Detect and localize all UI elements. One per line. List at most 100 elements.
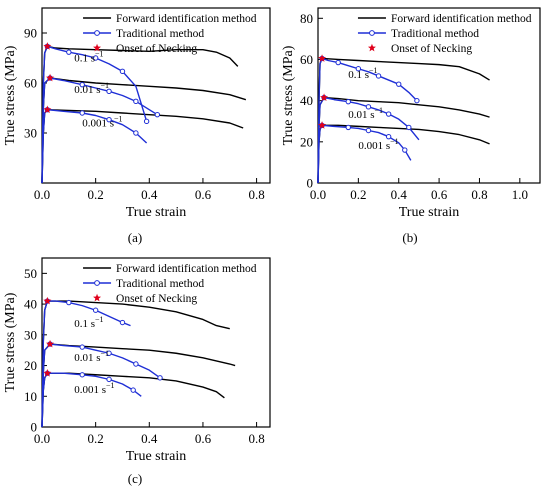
x-tick-label: 0.4 (141, 187, 158, 202)
data-point (133, 361, 139, 367)
y-tick-label: 30 (24, 126, 37, 141)
legend-label: Onset of Necking (116, 43, 197, 55)
strain-rate-base: 0.1 s (74, 52, 95, 64)
series-line (317, 124, 412, 184)
strain-rate-label: 0.1 s−1 (348, 66, 377, 81)
strain-rate-exponent: −1 (390, 137, 399, 146)
x-tick-label: 0.2 (88, 431, 104, 446)
x-tick-label: 0.0 (34, 431, 50, 446)
legend-circle-icon (94, 280, 100, 286)
traditional-series-4 (41, 75, 161, 184)
y-tick-label: 0 (31, 420, 38, 435)
strain-rate-label: 0.1 s−1 (74, 315, 103, 330)
legend-entry: Traditional method (83, 28, 204, 40)
data-point (119, 68, 126, 75)
x-axis-label: True strain (126, 449, 187, 464)
legend: Forward identification method Traditional… (83, 263, 257, 305)
strain-rate-base: 0.01 s (74, 352, 100, 364)
y-axis-label: True stress (MPa) (3, 45, 18, 145)
series-line (317, 96, 490, 184)
strain-rate-base: 0.001 s (82, 117, 114, 129)
x-tick-label: 0.4 (391, 187, 408, 202)
strain-rate-exponent: −1 (114, 114, 123, 123)
legend-label: Onset of Necking (391, 43, 472, 55)
legend-circle-icon (369, 30, 375, 36)
series-line (317, 124, 490, 184)
necking-star (43, 105, 52, 114)
y-tick-label: 80 (300, 11, 313, 26)
legend: Forward identification method Traditional… (83, 13, 257, 55)
strain-rate-label: 0.001 s−1 (358, 137, 398, 152)
x-tick-label: 0.8 (248, 187, 264, 202)
data-point (406, 124, 412, 131)
necking-star (46, 339, 55, 348)
strain-rate-exponent: −1 (95, 49, 104, 58)
data-point (79, 81, 85, 88)
strain-rate-base: 0.01 s (74, 84, 100, 96)
y-axis-label: True stress (MPa) (3, 292, 18, 392)
x-tick-label: 0.4 (141, 431, 158, 446)
x-tick-label: 0.2 (350, 187, 366, 202)
plot-frame (317, 7, 541, 184)
legend-star-icon (93, 293, 102, 302)
x-tick-label: 1.0 (512, 187, 528, 202)
strain-rate-exponent: −1 (369, 66, 378, 75)
strain-rate-exponent: −1 (375, 106, 384, 115)
chart-b: 0.0 0.2 0.4 0.6 0.8 1.0 0 20 40 60 80 True strain Tr… (281, 7, 541, 245)
data-point (106, 116, 112, 123)
y-tick-label: 40 (300, 93, 313, 108)
plot-frame (41, 7, 271, 184)
data-point (119, 319, 126, 326)
strain-rate-label: 0.01 s−1 (348, 106, 383, 121)
series-line (41, 343, 236, 428)
series-line (41, 45, 148, 184)
series-line (317, 96, 420, 184)
data-point (130, 387, 136, 393)
legend-label: Forward identification method (116, 263, 257, 275)
forward-series-2 (41, 372, 225, 428)
data-point (79, 110, 85, 116)
data-point (66, 299, 72, 306)
necking-star (43, 369, 52, 377)
series-line (41, 372, 225, 428)
strain-rate-base: 0.001 s (358, 140, 390, 152)
data-point (92, 307, 99, 313)
necking-star (46, 73, 55, 82)
strain-rate-base: 0.1 s (348, 69, 369, 81)
y-tick-label: 90 (24, 26, 37, 41)
data-point (375, 73, 382, 79)
strain-rate-exponent: −1 (100, 349, 109, 358)
panel-caption: (b) (402, 230, 417, 245)
legend-label: Traditional method (116, 28, 204, 40)
strain-rate-base: 0.01 s (348, 109, 374, 121)
series-line (41, 372, 142, 428)
necking-star (43, 296, 52, 305)
legend-entry: Onset of Necking (93, 43, 197, 55)
y-tick-label: 60 (300, 52, 313, 67)
necking-star (318, 121, 327, 129)
data-point (385, 133, 392, 140)
y-tick-label: 0 (307, 176, 314, 191)
data-point (335, 59, 341, 66)
data-point (365, 127, 372, 134)
series-line (41, 77, 247, 184)
data-point (365, 104, 372, 110)
legend: Forward identification method Traditional… (357, 13, 532, 55)
data-point (133, 98, 139, 105)
data-point (106, 350, 112, 356)
data-point (385, 111, 392, 117)
forward-series-2 (317, 124, 490, 184)
legend-star-icon (93, 43, 102, 52)
x-tick-label: 0.6 (195, 431, 212, 446)
y-tick-label: 50 (24, 266, 37, 281)
strain-rate-label: 0.01 s−1 (74, 81, 109, 96)
legend-circle-icon (94, 30, 100, 36)
x-axis-label: True strain (399, 205, 460, 220)
legend-label: Forward identification method (391, 13, 532, 25)
legend-label: Forward identification method (116, 13, 257, 25)
series-line (41, 108, 244, 184)
forward-series-1 (317, 96, 490, 184)
legend-entry: Onset of Necking (93, 293, 197, 305)
chart-c: 0.0 0.2 0.4 0.6 0.8 0 10 20 30 40 50 True strain Tru… (3, 257, 271, 486)
x-tick-label: 0.0 (34, 187, 50, 202)
